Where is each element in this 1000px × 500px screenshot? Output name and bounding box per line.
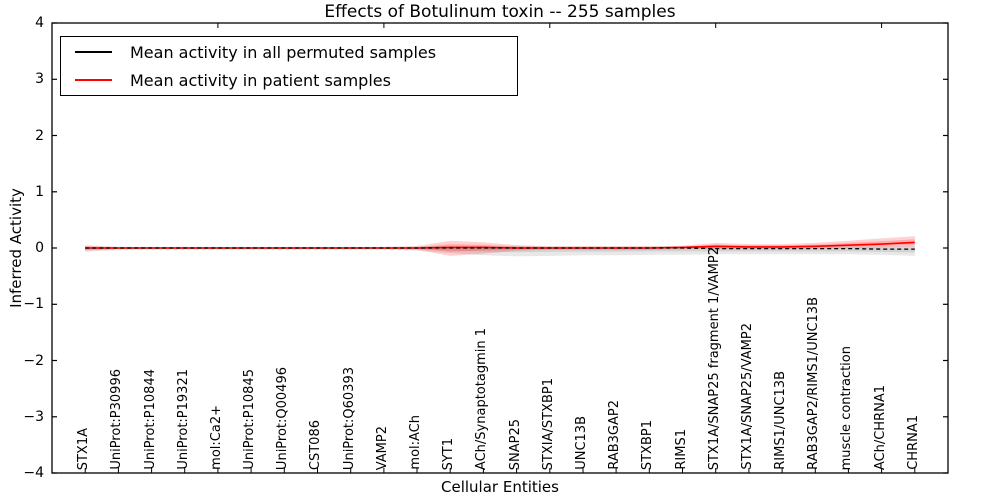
x-tick-label: UniProt:Q60393 — [341, 366, 357, 470]
x-tick-label: RAB3GAP2/RIMS1/UNC13B — [806, 297, 822, 470]
y-tick-label: −3 — [23, 408, 44, 425]
y-tick-label: 3 — [35, 71, 44, 88]
x-tick-label: UniProt:P10844 — [142, 369, 158, 470]
x-tick-label: CST086 — [308, 419, 324, 470]
x-tick-label: muscle contraction — [839, 345, 855, 470]
x-tick-label: SNAP25 — [507, 418, 523, 470]
x-tick-label: STX1A/SNAP25 fragment 1/VAMP2 — [706, 246, 722, 470]
legend-item-patient: Mean activity in patient samples — [61, 67, 517, 93]
x-axis-label: Cellular Entities — [441, 478, 559, 496]
black-line-swatch — [75, 51, 112, 53]
x-tick-label: mol:Ca2+ — [208, 405, 224, 470]
legend-label-patient: Mean activity in patient samples — [130, 70, 391, 90]
x-tick-label: ACh/Synaptotagmin 1 — [474, 327, 490, 470]
chart-title: Effects of Botulinum toxin -- 255 sample… — [324, 2, 676, 22]
y-tick-label: −4 — [23, 465, 44, 481]
y-tick-label: 1 — [35, 183, 44, 200]
x-tick-label: CHRNA1 — [905, 415, 921, 470]
x-tick-label: mol:ACh — [408, 415, 424, 470]
x-tick-label: RIMS1 — [673, 429, 689, 470]
x-tick-label: SYT1 — [441, 437, 457, 470]
permuted-mean-line — [85, 247, 915, 250]
legend-label-permuted: Mean activity in all permuted samples — [130, 42, 437, 62]
x-tick-label: UniProt:P19321 — [175, 369, 191, 470]
y-tick-label: 4 — [35, 15, 44, 31]
x-tick-label: UNC13B — [573, 416, 589, 470]
x-tick-label: STXBP1 — [640, 419, 656, 470]
y-tick-label: 0 — [35, 240, 44, 256]
legend-item-permuted: Mean activity in all permuted samples — [61, 39, 517, 65]
x-tick-label: VAMP2 — [374, 425, 390, 470]
x-tick-label: STX1A/SNAP25/VAMP2 — [739, 323, 755, 470]
y-tick-label: −1 — [23, 296, 44, 313]
x-tick-label: STX1A — [76, 427, 92, 470]
x-tick-label: UniProt:P30996 — [109, 369, 125, 470]
legend-box: Mean activity in all permuted samples Me… — [60, 36, 518, 96]
x-tick-label: UniProt:Q00496 — [275, 366, 291, 470]
x-tick-label: STXIA/STXBP1 — [540, 377, 556, 470]
x-tick-label: RAB3GAP2 — [607, 400, 623, 470]
x-tick-label: RIMS1/UNC13B — [773, 371, 789, 470]
x-tick-label: UniProt:P10845 — [242, 369, 258, 470]
y-tick-label: 2 — [35, 127, 44, 144]
y-tick-label: −2 — [23, 352, 44, 369]
confidence-band-outer — [85, 236, 915, 256]
red-line-swatch — [75, 79, 112, 81]
x-tick-label: ACh/CHRNA1 — [872, 384, 888, 470]
